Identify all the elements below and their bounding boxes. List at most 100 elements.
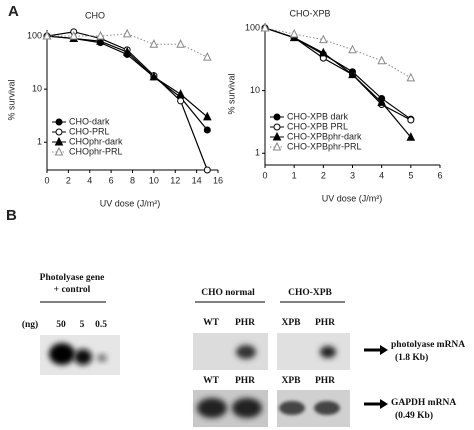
x-tick-label: 16 [213,175,223,185]
series-line [264,27,412,121]
group-label: CHO-XPB [288,288,332,298]
lane-label: PHR [235,318,255,328]
target-label: photolyase mRNA [391,340,465,350]
x-tick-label: 14 [192,175,202,185]
x-tick-label: 8 [130,175,135,185]
lane-label: 5 [80,320,85,330]
x-tick-label: 4 [379,170,384,180]
y-tick-label: 1 [37,137,42,147]
series-line [264,27,412,120]
lane-label: PHR [315,318,335,328]
y-tick-label: 100 [27,30,42,40]
marker [122,28,132,38]
blot-image [40,335,120,375]
marker [203,111,212,121]
marker [176,89,185,98]
lane-label: WT [203,318,220,328]
marker [42,30,52,40]
legend-label: CHO-XPB dark [287,111,349,121]
panel-label: B [6,207,17,224]
marker [406,72,416,82]
lane-label: WT [203,376,220,386]
marker [319,34,328,44]
y-tick-label: 100 [245,22,260,32]
series-line [264,27,412,138]
x-tick-label: 2 [66,175,71,185]
marker [289,28,299,38]
blot-image [193,333,350,370]
series-line [264,27,412,79]
unit-label: (ng) [22,319,38,330]
x-tick-label: 4 [87,175,92,185]
target-label: (1.8 Kb) [395,352,428,363]
marker [122,46,132,56]
marker [348,69,357,79]
x-tick-label: 6 [437,170,442,180]
marker [149,39,159,48]
legend-label: CHO-XPBphr-PRL [287,141,362,151]
marker [348,44,357,54]
legend-label: CHOphr-dark [69,136,123,146]
y-axis-label: % survival [6,79,16,120]
marker [177,97,185,105]
y-tick-label: 10 [32,84,42,94]
x-tick-label: 5 [408,170,413,180]
legend-label: CHO-XPB PRL [287,121,348,131]
marker [203,52,212,61]
marker [319,47,328,57]
marker [203,126,211,134]
lane-label: XPB [282,376,302,386]
marker [273,113,281,121]
marker [54,136,64,146]
marker [407,116,415,124]
x-tick-label: 1 [292,170,297,180]
x-tick-label: 2 [321,170,326,180]
marker [96,30,105,40]
lane-label: PHR [315,376,335,386]
marker [377,55,386,65]
lane-label: PHR [235,376,255,386]
x-axis-label: UV dose (J/m²) [322,193,383,203]
x-tick-label: 0 [44,175,49,185]
marker [203,166,211,174]
chart-title: CHO [85,10,105,20]
lane-label: XPB [282,318,302,328]
y-axis-label: % survival [226,73,236,114]
blot-image [193,390,350,427]
legend-label: CHO-XPBphr-dark [287,131,362,141]
x-axis-label: UV dose (J/m²) [100,198,161,208]
marker [149,71,159,81]
arrow [364,399,388,409]
marker [377,97,386,106]
target-label: GAPDH mRNA [391,398,456,408]
x-tick-label: 0 [262,170,267,180]
lane-label: 50 [56,320,66,330]
marker [176,39,185,48]
x-tick-label: 12 [170,175,180,185]
legend-label: CHO-PRL [69,126,110,136]
arrow [364,345,388,355]
group-label: CHO normal [201,288,255,298]
legend-label: CHOphr-PRL [69,146,123,156]
y-tick-label: 1 [255,148,260,158]
marker [260,22,270,32]
lane-label: 0.5 [95,320,107,330]
marker [273,123,281,131]
blot-title: + control [54,285,91,295]
x-tick-label: 10 [149,175,159,185]
panel-label: A [8,3,19,20]
blot-title: Photolyase gene [40,273,105,283]
marker [272,131,282,141]
marker [406,132,416,141]
y-tick-label: 10 [250,85,260,95]
marker [96,36,105,45]
x-tick-label: 3 [350,170,355,180]
chart-title: CHO-XPB [289,8,330,18]
marker [69,30,79,40]
marker [55,118,63,126]
marker [55,128,63,136]
x-tick-label: 6 [109,175,114,185]
marker [272,141,282,151]
target-label: (0.49 Kb) [395,410,433,421]
